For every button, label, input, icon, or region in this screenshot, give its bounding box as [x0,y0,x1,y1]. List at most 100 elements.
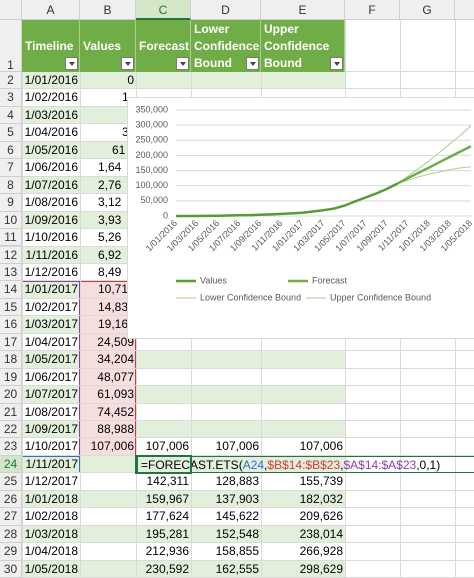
row-band [22,560,345,578]
grid-line [22,20,23,578]
cell: 1/02/2017 [24,299,78,314]
cell: 1/02/2016 [24,90,78,105]
cell: 1/07/2017 [24,387,78,402]
cell: 1/08/2017 [24,404,78,419]
cell: 1,64 [98,160,122,175]
cell: 8,49 [98,264,122,279]
y-tick-label: 100,000 [135,180,168,190]
row-header: 14 [0,281,22,299]
row-header: 22 [0,421,22,439]
y-tick-label: 350,000 [135,104,168,114]
row-header: 30 [0,560,22,578]
cell: 1/05/2016 [24,142,78,157]
filter-button[interactable] [121,57,134,70]
cell: 1/10/2016 [24,230,78,245]
formula-part: $B$14:$B$23 [267,457,341,472]
grid-line [0,385,474,387]
grid-line [0,454,474,456]
cell: 1/04/2016 [24,125,78,140]
line [176,182,398,218]
grid-line [0,437,474,439]
filter-button[interactable] [246,57,259,70]
filter-button[interactable] [65,57,78,70]
cell: 1/08/2016 [24,195,78,210]
cell: 107,006 [299,439,343,454]
formula-part: , [264,457,268,472]
grid-line [0,542,474,544]
formula-editor: =FORECAST.ETS(A24,$B$14:$B$23,$A$14:$A$2… [136,455,474,474]
formula-part: =FORECAST.ETS( [141,457,243,472]
cell: 128,883 [215,474,259,489]
cell: 0 [127,73,134,87]
grid-line [0,420,474,421]
cell: 61 [112,142,126,157]
row-header: 8 [0,176,22,195]
cell: 142,311 [146,474,190,489]
cell: 107,006 [215,439,259,454]
row-header: 7 [0,159,22,177]
column-header: F [345,0,400,20]
formula-part: A24 [242,457,265,472]
grid-line [0,350,474,352]
cell: 1/01/2018 [24,491,78,506]
row-header: 24 [0,455,22,474]
row-header: 11 [0,229,22,247]
cell: 74,452 [97,404,134,419]
table-header: Values [80,20,136,72]
filter-button[interactable] [330,57,343,70]
cell: 3,12 [98,195,122,210]
cell: 1/10/2017 [24,439,78,454]
y-tick-label: 50,000 [140,195,168,205]
cell: 3 [122,125,127,140]
row-header: 26 [0,490,22,509]
row-band [22,72,345,90]
cell: 1/11/2016 [25,247,79,262]
cell: 1/06/2016 [24,160,78,175]
row-band [22,525,345,544]
cell: 155,739 [299,474,343,489]
cell: 1/01/2017 [24,282,78,297]
y-tick-label: 200,000 [135,150,168,160]
row-header: 10 [0,211,22,230]
formula-part: , [340,457,344,472]
row-header: 13 [0,263,22,282]
cell: 162,555 [215,561,259,576]
y-tick-label: 300,000 [135,120,168,130]
chart: 0 50,000 100,000 150,000 200,000 250,000 300,0… [127,97,474,339]
cell: 177,624 [145,509,189,524]
active-cell-border [135,454,192,475]
formula-part: $A$14:$A$23 [343,457,417,472]
cell: 1/12/2016 [24,264,78,279]
cell: 1 [122,90,127,105]
grid-line [0,489,474,491]
cell: 1/01/2016 [24,73,78,87]
row-header: 18 [0,351,22,369]
table-header: Lower Confidence Bound [191,20,261,72]
cell: 195,281 [145,526,189,541]
row-header: 19 [0,368,22,387]
row-band [22,490,345,509]
cell: 107,006 [145,439,189,454]
cell: 1/04/2017 [24,334,78,349]
column-header: C [136,0,191,20]
cell: 1/03/2017 [24,317,78,332]
legend-label: Lower Confidence Bound [200,292,301,302]
filter-button[interactable] [176,57,189,70]
cell: 1/09/2017 [24,422,78,436]
grid-line [0,402,474,404]
column-header: B [80,0,136,20]
row-header: 28 [0,525,22,544]
range-highlight [80,281,136,456]
cell: 10,71 [98,282,127,297]
y-tick-label: 150,000 [135,165,168,175]
row-header: 17 [0,333,22,352]
cell: 152,548 [215,526,259,541]
column-header: D [191,0,261,20]
cell: 1/12/2017 [24,474,78,489]
row-header: 21 [0,403,22,421]
line [396,145,472,185]
grid-line [0,524,474,526]
row-header: 16 [0,316,22,334]
cell: 182,032 [299,491,343,506]
